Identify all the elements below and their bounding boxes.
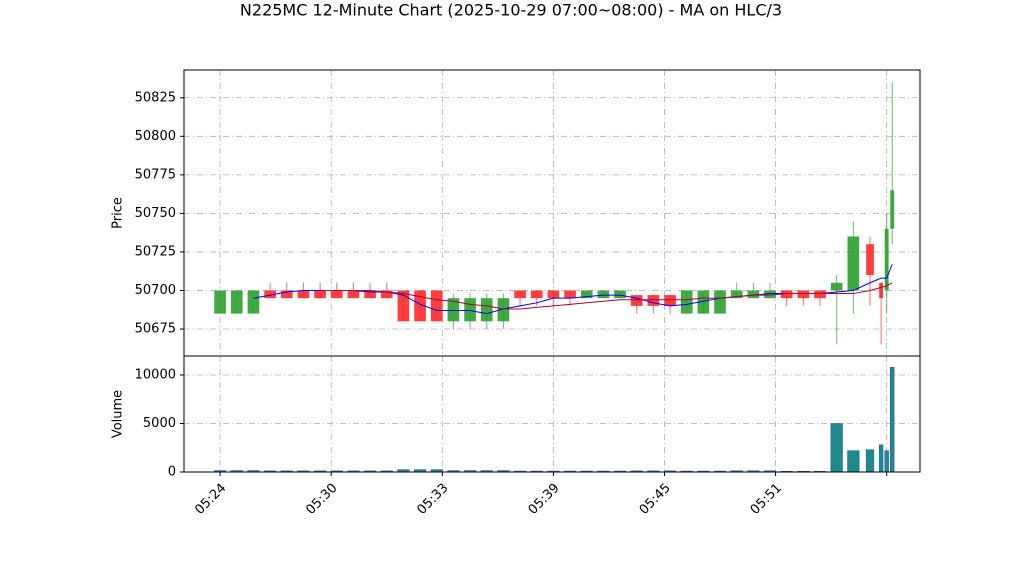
volume-frame <box>183 355 921 473</box>
candle-body <box>264 290 276 299</box>
x-tick-label: 05:39 <box>526 481 563 518</box>
candle-body <box>780 290 793 299</box>
x-tick-label: 05:45 <box>637 481 674 518</box>
x-tick-label: 05:24 <box>192 481 229 518</box>
candle-body <box>297 290 310 299</box>
candle-body <box>814 290 826 299</box>
candle-body <box>630 295 643 306</box>
candle-body <box>884 228 889 291</box>
volume-tick-label: 5000 <box>143 416 176 431</box>
candle-body <box>890 190 895 229</box>
candle-body <box>330 290 343 299</box>
y-tick-label: 50725 <box>135 244 176 259</box>
candle-body <box>380 290 393 299</box>
volume-bar <box>884 450 889 473</box>
y-tick-label: 50750 <box>135 206 176 221</box>
candle-body <box>364 290 376 299</box>
volume-bar <box>830 423 843 473</box>
volume-tick-label: 10000 <box>135 368 176 383</box>
y-tick-label: 50700 <box>135 283 176 298</box>
y-tick-label: 50825 <box>135 90 176 105</box>
candle-body <box>464 298 476 322</box>
candle-body <box>797 290 810 299</box>
y-axis-label: Price <box>111 197 126 229</box>
volume-bar <box>878 444 884 473</box>
y-tick-label: 50675 <box>135 322 176 337</box>
candle-body <box>866 244 874 276</box>
candle-body <box>747 290 760 299</box>
volume-tick-label: 0 <box>168 465 176 480</box>
candle-body <box>280 290 293 299</box>
chart-title: N225MC 12-Minute Chart (2025-10-29 07:00… <box>240 1 782 20</box>
candle-body <box>214 290 226 314</box>
candle-body <box>597 290 610 299</box>
candle-body <box>664 295 676 306</box>
candle-body <box>347 290 360 299</box>
y-tick-label: 50775 <box>135 167 176 182</box>
ma-line <box>320 282 893 310</box>
y-tick-label: 50800 <box>135 129 176 144</box>
candle-body <box>397 290 410 322</box>
candle-body <box>830 282 843 291</box>
candle-body <box>714 290 726 314</box>
candle-body <box>530 290 543 299</box>
candle-body <box>230 290 243 314</box>
volume-bar <box>865 449 875 473</box>
candle-body <box>247 290 260 314</box>
candle-body <box>447 298 460 322</box>
candle-body <box>314 290 326 299</box>
candle-body <box>697 290 710 314</box>
x-tick-label: 05:33 <box>414 481 451 518</box>
candle-body <box>847 236 860 291</box>
volume-axis-label: Volume <box>111 390 126 438</box>
candle-body <box>514 290 526 299</box>
candle-body <box>414 290 426 322</box>
candle-body <box>879 282 884 299</box>
x-tick-label: 05:30 <box>303 481 340 518</box>
candle-body <box>580 290 593 299</box>
candle-body <box>430 290 443 322</box>
volume-bar <box>890 367 895 473</box>
ma-line <box>253 264 893 315</box>
candle-body <box>730 290 743 299</box>
candle-body <box>680 290 693 314</box>
candle-body <box>547 290 560 299</box>
candle-body <box>497 298 510 322</box>
candle-body <box>480 298 493 322</box>
candle-body <box>764 290 776 299</box>
candle-body <box>564 290 576 299</box>
volume-bar <box>847 450 860 473</box>
x-tick-label: 05:51 <box>748 481 785 518</box>
candle-body <box>614 290 626 299</box>
candle-body <box>647 295 660 306</box>
